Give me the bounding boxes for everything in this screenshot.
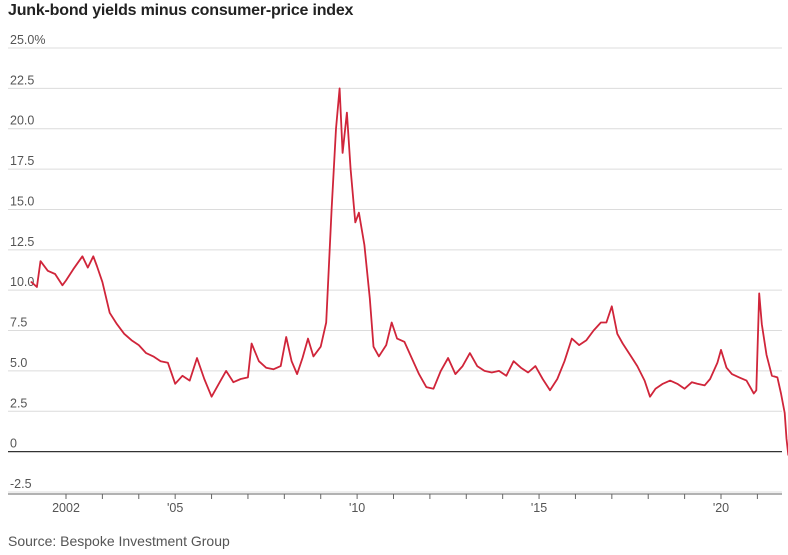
source-note: Source: Bespoke Investment Group [8,533,230,549]
y-tick-label: 10.0 [10,275,34,289]
x-tick-label: '20 [713,501,729,515]
series-line [30,87,788,456]
y-tick-label: 12.5 [10,235,34,249]
chart: 25.0% 22.5 20.0 17.5 15.0 12.5 10.0 7.5 5.0 2.5 0 -… [8,33,788,515]
y-tick-label: 7.5 [10,316,27,330]
grid-lines [8,47,782,493]
y-axis-ticks: 25.0% 22.5 20.0 17.5 15.0 12.5 10.0 7.5 5.0 2.5 0 -… [10,33,45,491]
x-tick-label: '15 [531,501,547,515]
x-tick-label: 2002 [52,501,80,515]
y-tick-label: 22.5 [10,73,34,87]
y-tick-label: 0 [10,437,17,451]
x-tick-label: '05 [167,501,183,515]
y-tick-label: 15.0 [10,194,34,208]
x-axis: 2002 '05 '10 '15 '20 [8,493,782,515]
y-tick-label: -2.5 [10,477,32,491]
y-tick-label: 17.5 [10,154,34,168]
y-tick-label: 25.0% [10,33,45,47]
y-tick-label: 2.5 [10,396,27,410]
series-layer [30,87,788,456]
x-tick-label: '10 [349,501,365,515]
chart-title: Junk-bond yields minus consumer-price in… [8,2,354,19]
y-tick-label: 20.0 [10,114,34,128]
y-tick-label: 5.0 [10,356,27,370]
